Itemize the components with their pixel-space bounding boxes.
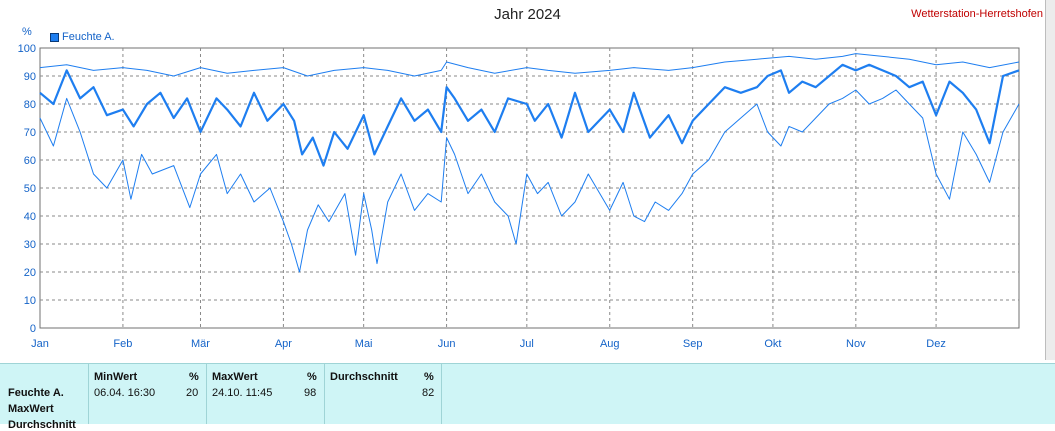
x-tick-label: Apr xyxy=(275,338,292,350)
x-tick-label: Mär xyxy=(191,338,210,350)
series-line-avg xyxy=(39,63,1020,167)
stats-header-min: MinWert xyxy=(94,371,138,383)
stats-avg-value: 82 xyxy=(422,387,435,399)
x-tick-label: Mai xyxy=(355,338,373,350)
y-tick-label: 80 xyxy=(24,99,36,111)
y-tick-label: 50 xyxy=(24,183,36,195)
y-tick-label: 60 xyxy=(24,155,36,167)
x-tick-label: Okt xyxy=(764,338,781,350)
y-tick-label: 90 xyxy=(24,71,36,83)
stats-row-label-avg: Durchschnitt xyxy=(8,419,76,431)
stats-header-min-unit: % xyxy=(189,371,199,383)
x-tick-label: Feb xyxy=(113,338,132,350)
x-tick-label: Jul xyxy=(520,338,534,350)
x-tick-label: Nov xyxy=(846,338,866,350)
scrollbar[interactable] xyxy=(1045,0,1055,360)
y-tick-label: 100 xyxy=(18,43,36,55)
stats-max-value: 98 xyxy=(304,387,317,399)
stats-row-label: Feuchte A. xyxy=(8,387,64,399)
stats-panel: MinWert % MaxWert % Durchschnitt % Feuch… xyxy=(0,363,1055,431)
stats-header-avg-unit: % xyxy=(424,371,434,383)
legend-label: Feuchte A. xyxy=(62,31,115,43)
stats-min-time: 06.04. 16:30 xyxy=(94,387,156,399)
humidity-chart: 0 10 20 30 40 50 60 70 80 90 100 Jan Feb Mär Apr Mai Jun… xyxy=(18,43,1020,350)
x-tick-label: Dez xyxy=(926,338,946,350)
stats-min-value: 20 xyxy=(186,387,199,399)
x-tick-label: Aug xyxy=(600,338,620,350)
x-tick-label: Sep xyxy=(683,338,703,350)
stats-row-label-max: MaxWert xyxy=(8,403,54,415)
x-tick-label: Jun xyxy=(438,338,456,350)
stats-header-max-unit: % xyxy=(307,371,317,383)
chart-title: Jahr 2024 xyxy=(494,6,561,23)
legend-swatch xyxy=(50,32,59,42)
y-axis-unit: % xyxy=(22,26,32,38)
y-tick-label: 40 xyxy=(24,211,36,223)
y-tick-label: 10 xyxy=(24,295,36,307)
series-line-min xyxy=(39,89,1020,273)
stats-header-max: MaxWert xyxy=(212,371,258,383)
x-tick-label: Jan xyxy=(31,338,49,350)
y-tick-label: 20 xyxy=(24,267,36,279)
y-tick-label: 70 xyxy=(24,127,36,139)
y-tick-label: 0 xyxy=(30,323,36,335)
legend: Feuchte A. xyxy=(50,31,115,43)
y-tick-label: 30 xyxy=(24,239,36,251)
stats-header-avg: Durchschnitt xyxy=(330,371,398,383)
station-name: Wetterstation-Herretshofen xyxy=(911,8,1043,20)
series-line-max xyxy=(39,53,1020,77)
stats-max-time: 24.10. 11:45 xyxy=(212,387,273,399)
